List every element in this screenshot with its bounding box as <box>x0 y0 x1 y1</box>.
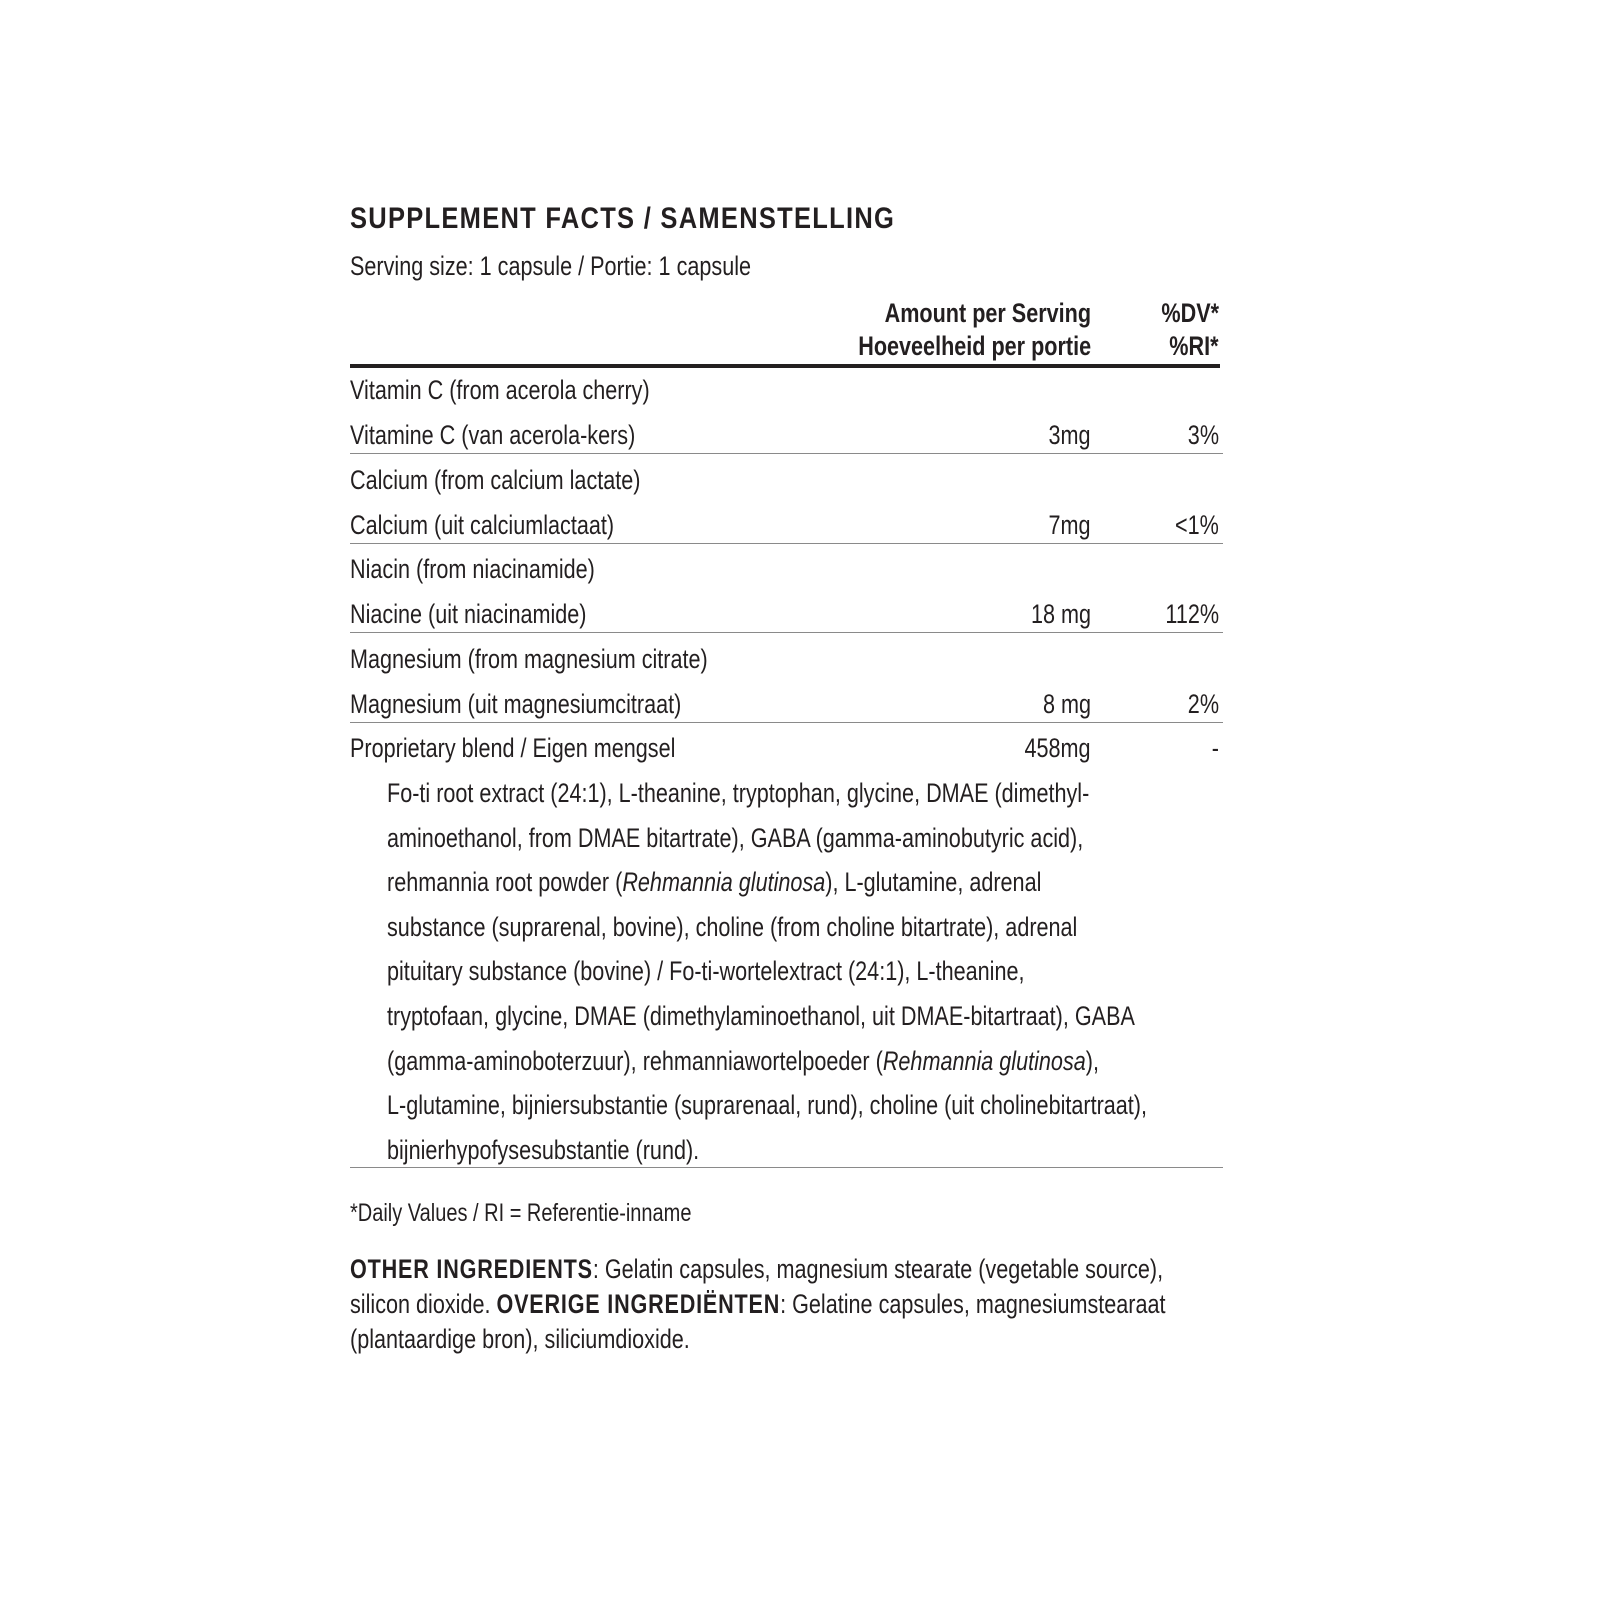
amount-header-en: Amount per Serving <box>884 298 1091 328</box>
nutrient-name-en: Calcium (from calcium lactate) <box>350 464 641 495</box>
nutrient-name-nl: Vitamine C (van acerola-kers) <box>350 420 636 450</box>
botanical-name: Rehmannia glutinosa <box>622 867 826 898</box>
nutrient-dv: 112% <box>1165 599 1219 629</box>
nutrient-name-nl: Magnesium (uit magnesiumcitraat) <box>350 688 682 719</box>
row-divider <box>350 542 1223 544</box>
blend-ingredients-text: (gamma-aminoboterzuur), rehmanniawortelp… <box>387 1045 883 1076</box>
amount-header-nl: Hoeveelheid per portie <box>858 331 1091 361</box>
serving-size: Serving size: 1 capsule / Portie: 1 caps… <box>350 251 752 281</box>
blend-ingredients-text: L-glutamine, bijniersubstantie (supraren… <box>387 1090 1147 1121</box>
other-ingredients-line-2: silicon dioxide. OVERIGE INGREDIËNTEN: G… <box>350 1291 1166 1318</box>
blend-ingredients-text: pituitary substance (bovine) / Fo-ti-wor… <box>387 956 1025 987</box>
blend-ingredients-text: ), L-glutamine, adrenal <box>825 867 1042 898</box>
overige-ingredienten-label: OVERIGE INGREDIËNTEN <box>496 1289 781 1319</box>
overige-ingredienten-text: : Gelatine capsules, magnesiumstearaat <box>780 1289 1166 1319</box>
ri-header: %RI* <box>1169 331 1219 361</box>
blend-ingredients-text: aminoethanol, from DMAE bitartrate), GAB… <box>387 822 1084 853</box>
nutrient-amount: 18 mg <box>1030 599 1091 629</box>
blend-ingredients-line: Fo-ti root extract (24:1), L-theanine, t… <box>387 780 1089 807</box>
row-divider <box>350 721 1223 723</box>
footnote: *Daily Values / RI = Referentie-inname <box>350 1199 692 1227</box>
other-ingredients-line-1: OTHER INGREDIENTS: Gelatin capsules, mag… <box>350 1256 1163 1283</box>
blend-rule <box>350 1167 1223 1168</box>
blend-ingredients-text: bijnierhypofysesubstantie (rund). <box>387 1134 700 1165</box>
other-ingredients-text: : Gelatin capsules, magnesium stearate (… <box>592 1254 1164 1284</box>
blend-ingredients-text: rehmannia root powder ( <box>387 867 623 898</box>
nutrient-dv: 2% <box>1187 688 1219 719</box>
botanical-name: Rehmannia glutinosa <box>882 1045 1086 1076</box>
blend-amount: 458mg <box>1024 733 1091 763</box>
nutrient-name-nl: Calcium (uit calciumlactaat) <box>350 509 615 540</box>
other-ingredients-line-3: (plantaardige bron), siliciumdioxide. <box>350 1324 690 1354</box>
other-ingredients-text-2: silicon dioxide. <box>350 1289 497 1319</box>
blend-ingredients-text: ), <box>1085 1045 1099 1076</box>
blend-ingredients-line: pituitary substance (bovine) / Fo-ti-wor… <box>387 958 1024 985</box>
nutrient-name-en: Vitamin C (from acerola cherry) <box>350 375 650 405</box>
blend-dv: - <box>1211 733 1219 763</box>
blend-ingredients-line: rehmannia root powder (Rehmannia glutino… <box>387 869 1041 896</box>
nutrient-amount: 8 mg <box>1042 688 1091 719</box>
nutrient-name-en: Magnesium (from magnesium citrate) <box>350 643 708 674</box>
blend-ingredients-text: tryptofaan, glycine, DMAE (dimethylamino… <box>387 1001 1135 1031</box>
other-ingredients-label: OTHER INGREDIENTS <box>350 1254 593 1284</box>
blend-ingredients-text: Fo-ti root extract (24:1), L-theanine, t… <box>387 778 1090 808</box>
nutrient-name-en: Niacin (from niacinamide) <box>350 554 595 584</box>
header-rule <box>350 364 1220 368</box>
row-divider <box>350 453 1223 454</box>
blend-ingredients-text: substance (suprarenal, bovine), choline … <box>387 911 1078 942</box>
page-title: SUPPLEMENT FACTS / SAMENSTELLING <box>350 202 896 235</box>
blend-ingredients-line: L-glutamine, bijniersubstantie (supraren… <box>387 1092 1147 1119</box>
nutrient-dv: <1% <box>1175 509 1219 540</box>
blend-ingredients-line: aminoethanol, from DMAE bitartrate), GAB… <box>387 822 1084 853</box>
blend-ingredients-line: bijnierhypofysesubstantie (rund). <box>387 1134 700 1165</box>
blend-name: Proprietary blend / Eigen mengsel <box>350 733 676 763</box>
nutrient-amount: 3mg <box>1048 420 1091 450</box>
row-divider <box>350 632 1223 633</box>
nutrient-name-nl: Niacine (uit niacinamide) <box>350 599 587 629</box>
blend-ingredients-line: tryptofaan, glycine, DMAE (dimethylamino… <box>387 1003 1135 1030</box>
dv-header: %DV* <box>1161 298 1219 328</box>
nutrient-dv: 3% <box>1187 420 1219 450</box>
blend-ingredients-line: substance (suprarenal, bovine), choline … <box>387 911 1078 942</box>
nutrient-amount: 7mg <box>1048 509 1091 540</box>
blend-ingredients-line: (gamma-aminoboterzuur), rehmanniawortelp… <box>387 1045 1099 1076</box>
